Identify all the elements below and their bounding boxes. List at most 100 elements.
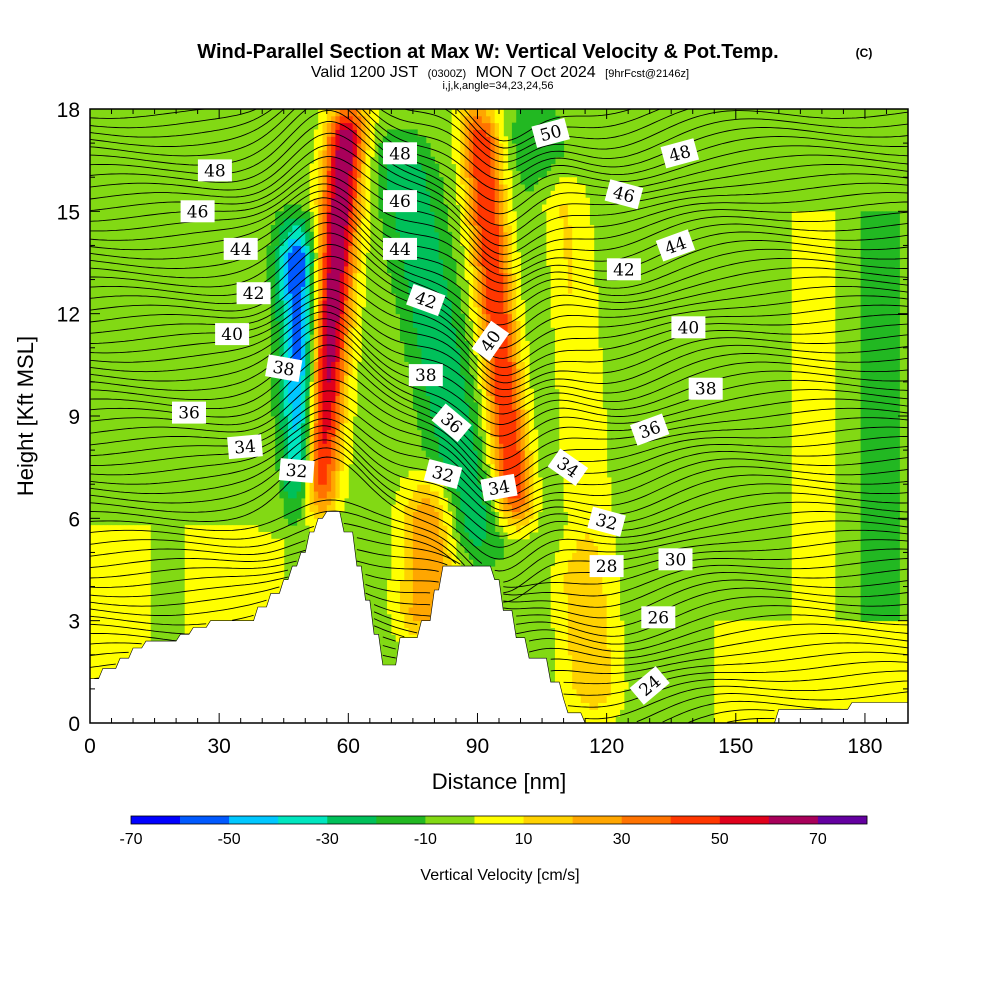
velocity-cell [434, 163, 440, 233]
velocity-cell [834, 620, 840, 723]
velocity-cell [903, 620, 908, 723]
velocity-cell [348, 245, 354, 287]
velocity-cell [322, 149, 328, 192]
theta-contour-line [90, 304, 908, 406]
velocity-cell [331, 361, 336, 403]
velocity-cell [481, 265, 487, 315]
velocity-cell [563, 204, 569, 260]
velocity-cell [864, 620, 870, 723]
velocity-cell [516, 409, 522, 451]
velocity-cell [348, 170, 354, 212]
velocity-cell [275, 211, 280, 246]
velocity-cell [387, 190, 392, 274]
colorbar-frame [130, 815, 868, 825]
velocity-cell [331, 470, 336, 499]
velocity-cell [417, 504, 423, 622]
velocity-cell [468, 538, 474, 560]
velocity-cell [447, 231, 453, 301]
velocity-cell [387, 156, 392, 192]
velocity-cell [589, 538, 595, 710]
velocity-cell [477, 115, 483, 130]
velocity-cell [589, 709, 595, 723]
velocity-cell [326, 170, 332, 212]
velocity-cell [434, 491, 440, 513]
theta-contour-line [90, 625, 908, 666]
theta-contour-line [90, 418, 908, 519]
velocity-cell [813, 211, 819, 723]
colorbar-tick-label: -30 [316, 831, 339, 848]
velocity-cell [292, 361, 298, 431]
contour-label: 36 [172, 401, 206, 424]
velocity-cell [339, 470, 345, 513]
colorbar-swatch [327, 816, 377, 824]
velocity-cell [313, 197, 319, 206]
colorbar-swatch [719, 816, 770, 824]
theta-contour-line [90, 243, 908, 359]
velocity-cell [516, 109, 522, 171]
colorbar-tick-label: -70 [119, 831, 142, 848]
velocity-cell [404, 149, 410, 281]
velocity-cell [399, 259, 405, 342]
velocity-cell [344, 375, 349, 424]
velocity-cell [843, 620, 849, 723]
velocity-cell [326, 272, 332, 383]
velocity-cell [348, 211, 354, 246]
velocity-cell [490, 395, 496, 437]
terrain-profile [90, 511, 908, 723]
theta-contour-line [90, 183, 908, 284]
velocity-cell [516, 320, 522, 369]
y-tick-label: 3 [68, 611, 80, 634]
valid-prefix: Valid 1200 JST [311, 64, 419, 81]
colorbar-swatch [474, 816, 524, 824]
velocity-cell [826, 211, 832, 723]
velocity-cell [524, 109, 530, 192]
theta-contour-line [90, 109, 836, 156]
velocity-cell [189, 525, 194, 723]
velocity-cell [494, 109, 500, 124]
velocity-cell [94, 525, 100, 723]
contour-label-text: 30 [665, 550, 687, 570]
colorbar-swatch [572, 816, 622, 824]
velocity-cell [576, 695, 582, 723]
contour-label-text: 28 [596, 557, 618, 577]
velocity-cell [864, 211, 870, 622]
velocity-cell [322, 252, 328, 301]
velocity-cell [477, 109, 483, 117]
velocity-cell [559, 538, 565, 704]
velocity-cell [477, 545, 483, 567]
contour-label-background [688, 377, 723, 400]
velocity-cell [408, 613, 414, 635]
velocity-cell [300, 231, 306, 246]
contour-label: 32 [278, 458, 315, 484]
velocity-cell [313, 361, 319, 424]
velocity-cell [434, 231, 440, 437]
velocity-cell [524, 511, 530, 526]
velocity-cell [511, 320, 517, 362]
theta-contour-line [90, 318, 908, 425]
contour-label-background [383, 190, 417, 213]
contour-label-background [658, 548, 693, 571]
contour-label: 42 [606, 258, 641, 281]
velocity-cell [292, 204, 298, 219]
velocity-cell [503, 272, 509, 315]
velocity-cell [288, 204, 293, 219]
velocity-cell [447, 300, 453, 472]
contour-label-background [236, 282, 271, 305]
velocity-cell [563, 572, 569, 594]
velocity-cell [511, 525, 517, 540]
contour-label-background [629, 413, 670, 446]
velocity-cell [490, 436, 496, 465]
velocity-cell [275, 320, 280, 472]
colorbar-tick-label: 10 [515, 831, 533, 848]
velocity-cell [309, 163, 315, 212]
velocity-cell [757, 620, 763, 723]
velocity-cell [348, 129, 354, 171]
contour-label-background [660, 138, 700, 169]
velocity-cell [344, 115, 349, 124]
velocity-cell [322, 122, 328, 151]
velocity-cell [438, 259, 444, 458]
colorbar-tick-label: 70 [809, 831, 827, 848]
velocity-cell [339, 115, 345, 124]
velocity-cell [494, 122, 500, 137]
